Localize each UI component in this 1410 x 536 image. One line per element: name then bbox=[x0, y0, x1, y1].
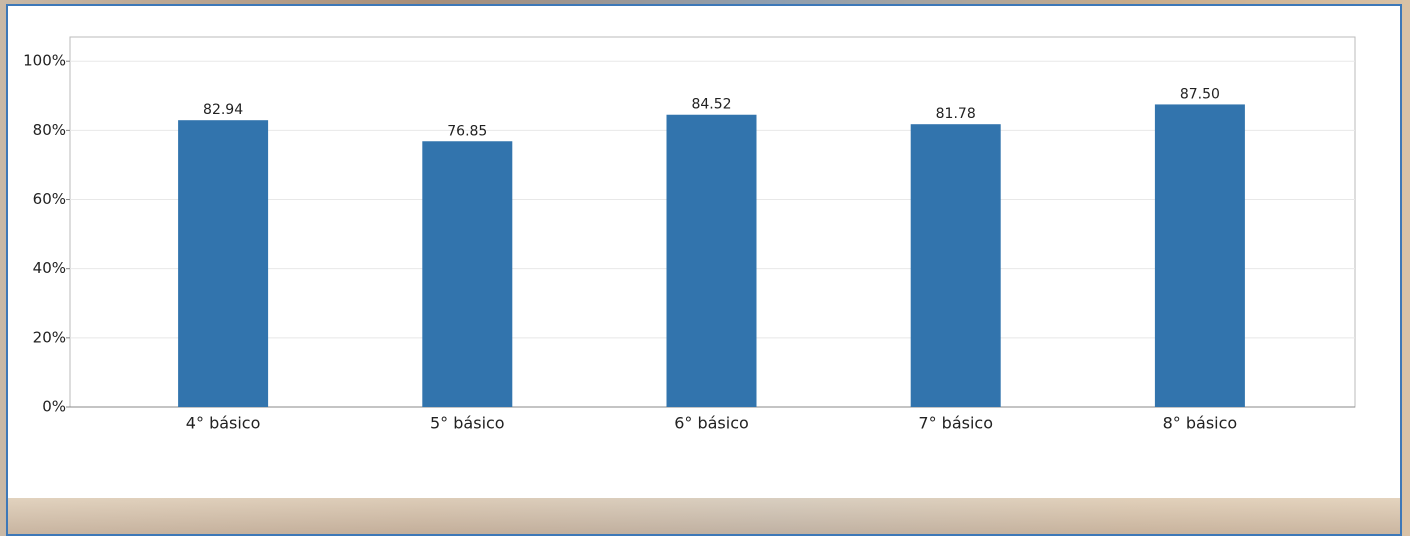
y-tick-label: 20% bbox=[33, 328, 66, 346]
data-label: 87.50 bbox=[1180, 86, 1220, 102]
y-tick-label: 60% bbox=[33, 190, 66, 208]
data-label: 81.78 bbox=[936, 106, 976, 122]
bar bbox=[1154, 104, 1245, 408]
bar bbox=[910, 124, 1001, 407]
y-tick-label: 40% bbox=[33, 259, 66, 277]
x-tick-label: 5° básico bbox=[430, 414, 505, 433]
x-tick-label: 7° básico bbox=[918, 414, 993, 433]
x-tick-label: 4° básico bbox=[186, 414, 261, 433]
bar bbox=[666, 114, 757, 407]
x-tick-label: 8° básico bbox=[1163, 414, 1238, 433]
data-label: 76.85 bbox=[447, 123, 487, 139]
bar bbox=[178, 120, 269, 408]
y-tick-label: 100% bbox=[23, 52, 66, 70]
y-tick-label: 80% bbox=[33, 121, 66, 139]
x-tick-label: 6° básico bbox=[674, 414, 749, 433]
y-tick-label: 0% bbox=[42, 398, 66, 416]
data-label: 82.94 bbox=[203, 102, 243, 118]
data-label: 84.52 bbox=[691, 97, 731, 113]
bar bbox=[422, 141, 513, 407]
